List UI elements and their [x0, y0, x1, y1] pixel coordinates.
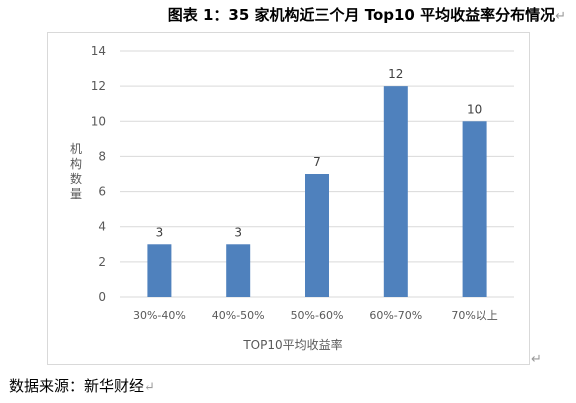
- paragraph-mark-icon: ↵: [144, 380, 155, 395]
- bar: [226, 244, 251, 297]
- y-tick-label: 4: [98, 220, 106, 234]
- y-axis-label: 机构数量: [70, 142, 82, 201]
- bar: [147, 244, 172, 297]
- y-axis-ticks: 0 2 4 6 8 10 12 14: [91, 44, 106, 304]
- data-label: 10: [467, 102, 482, 116]
- x-tick-label: 50%-60%: [291, 309, 344, 322]
- y-tick-label: 14: [91, 44, 106, 58]
- data-label: 12: [388, 67, 403, 81]
- page-title: 图表 1：35 家机构近三个月 Top10 平均收益率分布情况↵: [0, 4, 566, 25]
- bar: [462, 121, 487, 298]
- bar-chart: 0 2 4 6 8 10 12 14 3 3 7 12 10 30%-40% 40%-50% 50%-60…: [70, 44, 514, 352]
- y-tick-label: 2: [98, 255, 106, 269]
- data-label: 3: [234, 225, 242, 239]
- data-label: 3: [156, 225, 164, 239]
- y-tick-label: 10: [91, 114, 106, 128]
- x-axis-ticks: 30%-40% 40%-50% 50%-60% 60%-70% 70%以上: [133, 309, 498, 322]
- bar: [383, 86, 408, 297]
- x-tick-label: 60%-70%: [369, 309, 422, 322]
- y-tick-label: 6: [98, 185, 106, 199]
- x-axis-label: TOP10平均收益率: [242, 337, 342, 352]
- paragraph-mark-icon: ↵: [555, 9, 566, 24]
- y-axis-label-text: 机构数量: [70, 142, 82, 201]
- source-text: 数据来源：新华财经: [9, 377, 145, 395]
- bar: [305, 174, 329, 297]
- data-labels: 3 3 7 12 10: [156, 67, 483, 239]
- chart-caption: 图表 1：35 家机构近三个月 Top10 平均收益率分布情况: [167, 6, 556, 24]
- data-label: 7: [313, 155, 321, 169]
- y-tick-label: 12: [91, 79, 106, 93]
- x-tick-label: 30%-40%: [133, 309, 186, 322]
- y-tick-label: 0: [98, 290, 106, 304]
- x-tick-label: 40%-50%: [212, 309, 265, 322]
- y-tick-label: 8: [98, 149, 106, 163]
- paragraph-mark-icon: ↵: [531, 352, 542, 367]
- bars: [147, 86, 487, 298]
- x-tick-label: 70%以上: [451, 309, 497, 322]
- source-note: 数据来源：新华财经↵: [9, 375, 155, 396]
- chart-frame: 0 2 4 6 8 10 12 14 3 3 7 12 10 30%-40% 40%-50% 50%-60…: [47, 32, 530, 365]
